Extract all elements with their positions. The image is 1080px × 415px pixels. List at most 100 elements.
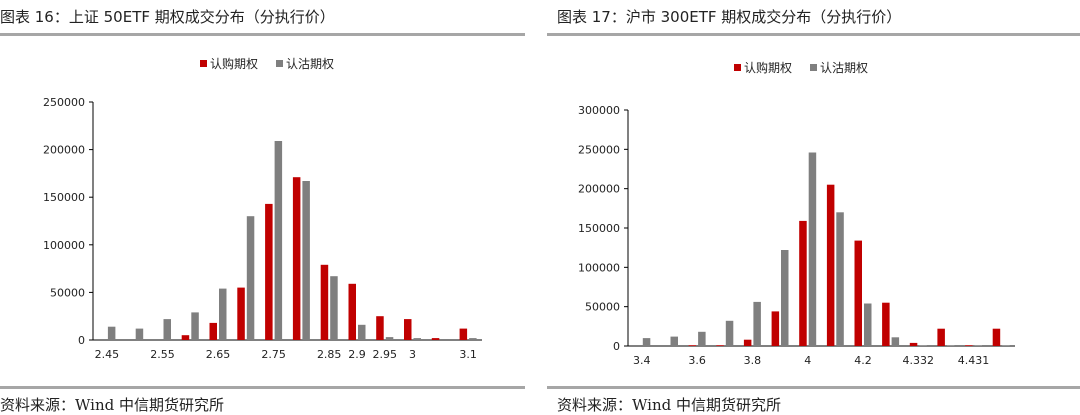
put-bar [642,338,651,346]
y-tick-label: 50000 [50,286,85,299]
legend-swatch [276,60,283,67]
put-bar [864,303,872,346]
x-tick-label: 2.85 [317,348,342,361]
call-bar [320,264,329,340]
put-bar [330,276,338,340]
put-bar [753,301,761,346]
top-rule [547,33,1080,36]
y-tick-label: 150000 [578,222,620,235]
call-bar [376,316,384,340]
put-bar [946,345,955,346]
call-bar [854,240,862,346]
sse50-options-volume-chart: 认购期权 认沽期权 0 50000 100000 150000 200000 250000 2.… [43,56,482,361]
call-bar [348,283,356,340]
csi300-options-volume-chart: 认购期权 认沽期权 0 50000 100000 150000 200000 250000 30… [578,60,1015,367]
x-tick-label: 2.55 [150,348,175,361]
put-bar [670,336,678,346]
x-tick-label: 4.332 [903,354,935,367]
x-tick-label: 2.75 [261,348,286,361]
x-tick-label: 3.1 [459,348,477,361]
call-bar [937,328,945,346]
y-tick-label: 100000 [43,239,85,252]
put-bar [441,339,449,340]
put-bar [808,152,817,346]
put-bar [135,328,144,340]
call-bar [181,335,190,340]
figure-title: 图表 16：上证 50ETF 期权成交分布（分执行价） [0,8,335,26]
put-bar [469,338,477,340]
y-tick-label: 250000 [43,96,85,109]
put-bar [1002,345,1010,346]
call-bar [771,311,780,346]
x-tick-label: 3.8 [744,354,762,367]
put-bar [698,331,706,346]
x-tick-label: 4.2 [854,354,872,367]
put-bar [891,337,900,346]
legend-swatch [734,64,741,71]
source-note: 资料来源：Wind 中信期货研究所 [557,396,781,414]
call-bar [209,322,217,340]
put-bar [163,319,171,340]
bottom-rule [0,386,525,389]
figure-title: 图表 17：沪市 300ETF 期权成交分布（分执行价） [557,8,902,26]
top-rule [0,33,525,36]
call-bar [292,177,301,340]
chart-legend: 认购期权 认沽期权 [200,56,334,71]
x-tick-label: 3.6 [688,354,706,367]
call-bar [882,302,890,346]
chart-legend: 认购期权 认沽期权 [734,60,868,75]
put-bar [385,337,394,340]
call-bar [431,338,440,340]
y-tick-label: 200000 [578,183,620,196]
put-bar [219,288,227,340]
put-bar [358,324,366,340]
put-bar [919,345,927,346]
y-tick-label: 150000 [43,191,85,204]
x-tick-label: 3 [409,348,416,361]
call-bar [716,345,724,346]
x-tick-label: 2.9 [348,348,366,361]
put-bar [781,250,789,346]
put-bar [836,212,844,346]
y-tick-label: 200000 [43,144,85,157]
right-figure-panel: 图表 17：沪市 300ETF 期权成交分布（分执行价） 认购期权 认沽期权 0 50… [547,0,1080,415]
x-tick-label: 4.431 [958,354,990,367]
put-bar [274,141,283,340]
left-figure-panel: 图表 16：上证 50ETF 期权成交分布（分执行价） 认购期权 认沽期权 0 500… [0,0,525,415]
call-bar [743,339,752,346]
legend-swatch [200,60,207,67]
call-bar [237,287,245,340]
legend-label: 认购期权 [744,60,792,75]
x-tick-label: 2.45 [95,348,120,361]
put-bar [246,216,255,340]
call-bar [965,345,973,346]
y-tick-label: 250000 [578,143,620,156]
call-bar [459,328,468,340]
put-bar [302,181,310,340]
y-tick-label: 0 [613,340,620,353]
put-bar [107,326,116,340]
x-tick-label: 2.65 [206,348,231,361]
legend-label: 认沽期权 [286,57,334,71]
put-bar [974,345,982,346]
y-tick-label: 0 [78,334,85,347]
call-bar [992,328,1001,346]
y-tick-label: 100000 [578,261,620,274]
call-bar [799,220,807,346]
call-bar [265,203,273,340]
x-tick-label: 4 [804,354,811,367]
bottom-rule [547,386,1080,389]
x-tick-label: 2.95 [373,348,398,361]
source-note: 资料来源：Wind 中信期货研究所 [0,396,224,414]
call-bar [688,345,697,346]
call-bar [404,319,412,340]
put-bar [725,320,734,346]
x-tick-label: 3.4 [633,354,651,367]
y-tick-label: 300000 [578,104,620,117]
legend-label: 认购期权 [210,56,258,71]
put-bar [413,338,421,340]
legend-label: 认沽期权 [820,61,868,75]
call-bar [826,184,835,346]
legend-swatch [810,64,817,71]
y-tick-label: 50000 [585,301,620,314]
